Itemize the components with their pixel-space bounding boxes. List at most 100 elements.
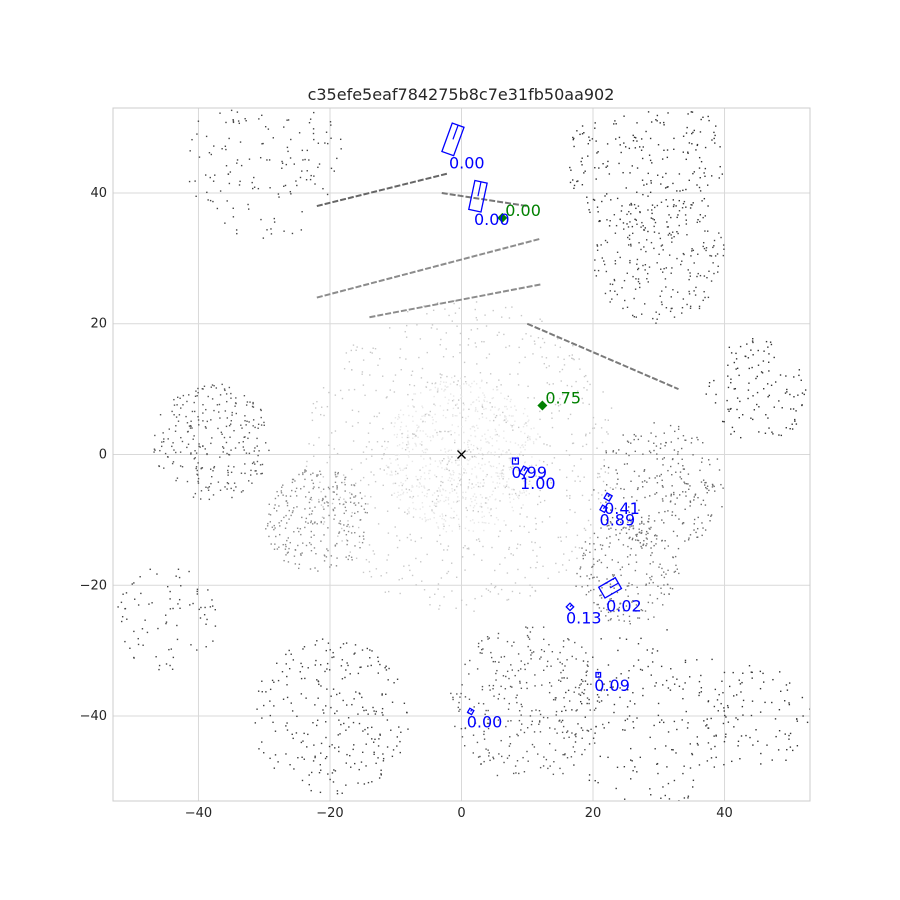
lidar-point: [401, 447, 404, 450]
lidar-point: [607, 694, 609, 696]
lidar-point: [693, 523, 695, 525]
lidar-point: [311, 412, 313, 414]
lidar-point: [302, 473, 304, 476]
lidar-point: [210, 153, 213, 156]
lidar-point: [368, 570, 371, 573]
lidar-point: [594, 779, 596, 782]
lidar-point: [309, 507, 311, 509]
lidar-point: [458, 459, 460, 461]
lidar-point: [450, 433, 452, 436]
lidar-point: [400, 731, 402, 733]
lidar-point: [600, 594, 602, 596]
lidar-point: [623, 526, 625, 529]
lidar-point: [587, 143, 590, 145]
lidar-point: [651, 209, 653, 211]
lidar-point: [412, 486, 414, 488]
lidar-point: [475, 475, 478, 477]
lidar-point: [616, 608, 618, 611]
lidar-point: [320, 664, 322, 666]
lidar-point: [248, 452, 251, 455]
lidar-point: [438, 608, 440, 610]
lidar-point: [641, 547, 643, 549]
lidar-point: [441, 513, 444, 515]
lidar-point: [651, 204, 654, 206]
lidar-point: [456, 383, 458, 386]
lidar-point: [304, 469, 306, 471]
lidar-point: [269, 514, 272, 516]
lidar-point: [611, 298, 613, 300]
lidar-point: [320, 504, 323, 506]
lidar-point: [543, 650, 546, 653]
lidar-point: [623, 765, 626, 768]
lidar-point: [614, 232, 617, 234]
lidar-point: [485, 325, 488, 327]
lidar-point: [508, 702, 510, 705]
lidar-point: [278, 196, 280, 198]
lidar-point: [661, 290, 663, 292]
lidar-point: [662, 249, 664, 251]
lidar-point: [301, 211, 303, 213]
lidar-point: [539, 436, 541, 438]
lidar-point: [334, 471, 337, 474]
lidar-point: [610, 618, 612, 620]
lidar-point: [393, 434, 396, 436]
lidar-point: [463, 361, 466, 364]
lidar-point: [648, 154, 651, 156]
lidar-point: [376, 415, 378, 418]
lidar-point: [654, 685, 656, 687]
lidar-point: [627, 521, 629, 523]
lidar-point: [327, 142, 329, 145]
lidar-point: [431, 509, 433, 511]
lidar-point: [659, 237, 662, 240]
lidar-point: [476, 363, 478, 365]
lidar-point: [318, 498, 320, 501]
lidar-point: [511, 686, 513, 688]
lidar-point: [583, 527, 586, 530]
lidar-point: [294, 480, 296, 482]
lidar-point: [642, 486, 644, 488]
lidar-point: [693, 129, 695, 132]
lidar-point: [649, 563, 651, 565]
lidar-point: [406, 491, 408, 494]
lidar-point: [293, 768, 295, 770]
lidar-point: [472, 506, 475, 509]
lidar-point: [370, 496, 372, 498]
lidar-point: [411, 574, 414, 577]
lidar-point: [614, 290, 616, 292]
lidar-point: [524, 407, 526, 410]
lidar-point: [565, 449, 568, 452]
lidar-point: [345, 642, 348, 644]
lidar-point: [286, 675, 288, 678]
lidar-point: [443, 549, 445, 551]
lidar-point: [318, 436, 320, 439]
lidar-point: [594, 548, 596, 551]
lidar-point: [437, 588, 439, 590]
lidar-point: [563, 754, 566, 756]
lidar-point: [698, 305, 701, 308]
lidar-point: [508, 466, 510, 469]
lidar-point: [458, 499, 460, 502]
lidar-point: [567, 689, 570, 692]
lidar-point: [673, 449, 676, 451]
lidar-point: [618, 619, 620, 621]
lidar-point: [292, 510, 294, 512]
lidar-point: [626, 306, 629, 309]
lidar-point: [559, 536, 562, 538]
lidar-point: [435, 498, 438, 501]
lidar-point: [484, 502, 487, 504]
lidar-point: [406, 436, 409, 439]
lidar-point: [367, 727, 369, 729]
lidar-point: [257, 690, 260, 692]
lidar-point: [515, 772, 517, 774]
lidar-point: [244, 472, 246, 475]
lidar-point: [495, 414, 498, 417]
lidar-point: [600, 527, 602, 529]
lidar-point: [631, 496, 633, 498]
lidar-point: [722, 722, 725, 725]
lidar-point: [702, 299, 704, 302]
lidar-point: [700, 503, 702, 506]
lidar-point: [668, 798, 671, 800]
lidar-point: [555, 710, 558, 713]
lidar-point: [665, 172, 667, 175]
lidar-point: [536, 555, 538, 557]
